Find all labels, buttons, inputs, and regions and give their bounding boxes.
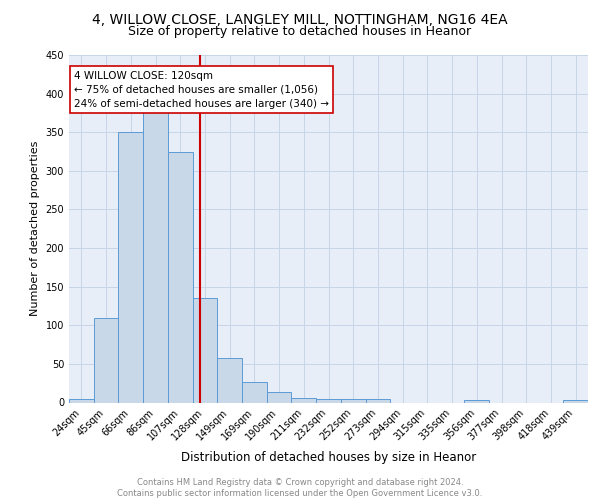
Bar — [143, 109, 168, 403]
Bar — [193, 298, 217, 403]
Text: Size of property relative to detached houses in Heanor: Size of property relative to detached ho… — [128, 25, 472, 38]
Bar — [292, 398, 316, 402]
Y-axis label: Number of detached properties: Number of detached properties — [30, 141, 40, 316]
Bar — [168, 152, 193, 402]
Text: 4 WILLOW CLOSE: 120sqm
← 75% of detached houses are smaller (1,056)
24% of semi-: 4 WILLOW CLOSE: 120sqm ← 75% of detached… — [74, 70, 329, 108]
Bar — [365, 398, 390, 402]
Bar — [563, 400, 588, 402]
Bar — [341, 398, 365, 402]
Bar — [217, 358, 242, 403]
Bar — [242, 382, 267, 402]
Bar — [464, 400, 489, 402]
Bar — [69, 398, 94, 402]
Text: 4, WILLOW CLOSE, LANGLEY MILL, NOTTINGHAM, NG16 4EA: 4, WILLOW CLOSE, LANGLEY MILL, NOTTINGHA… — [92, 12, 508, 26]
Bar — [316, 398, 341, 402]
Text: Contains HM Land Registry data © Crown copyright and database right 2024.
Contai: Contains HM Land Registry data © Crown c… — [118, 478, 482, 498]
Bar — [94, 318, 118, 402]
X-axis label: Distribution of detached houses by size in Heanor: Distribution of detached houses by size … — [181, 450, 476, 464]
Bar — [118, 132, 143, 402]
Bar — [267, 392, 292, 402]
